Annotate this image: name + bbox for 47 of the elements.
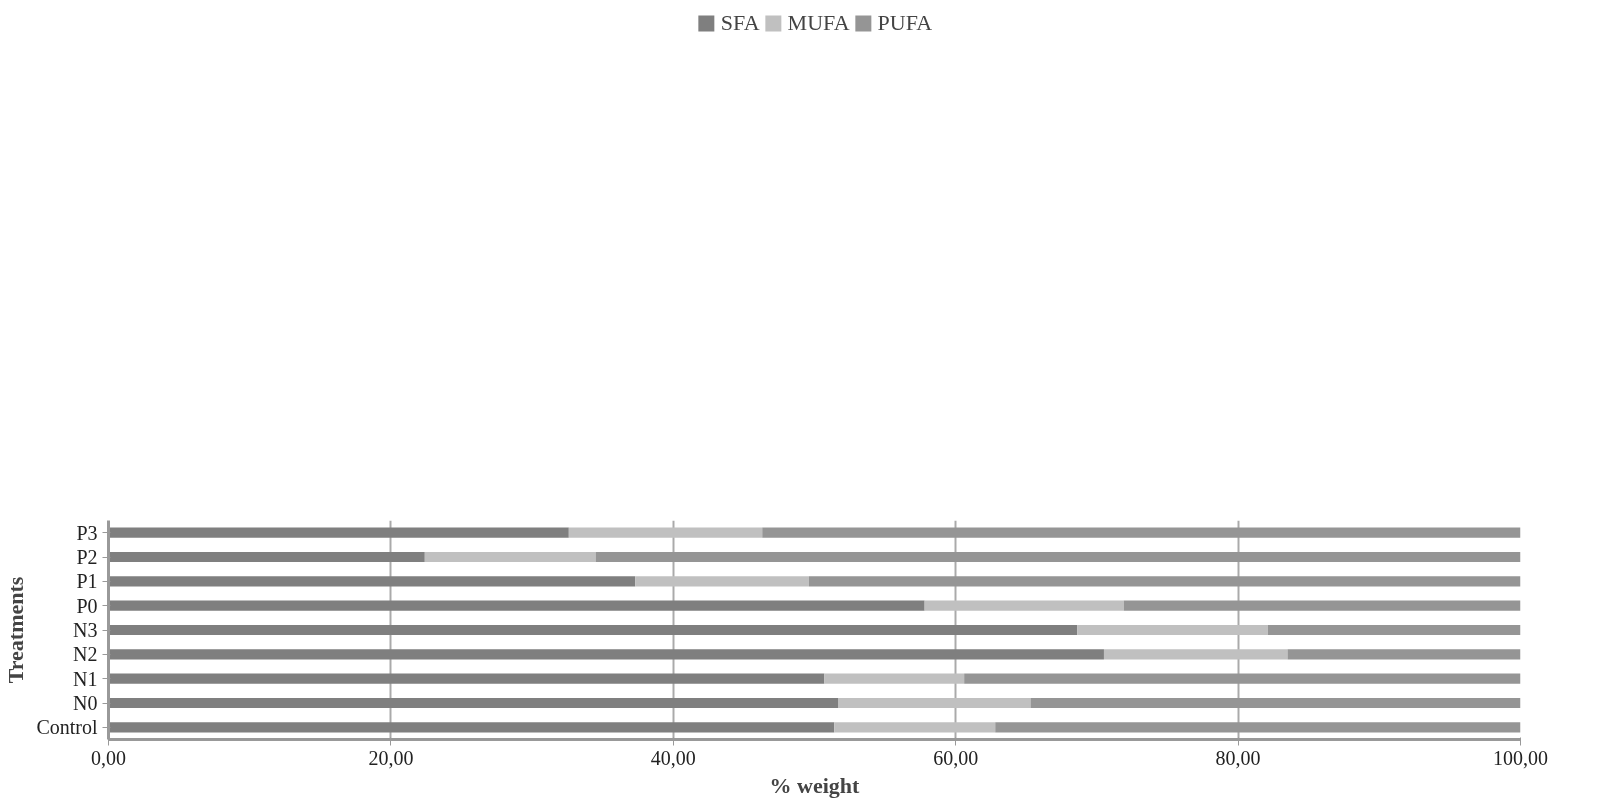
bar <box>108 527 569 538</box>
bar <box>964 673 1521 684</box>
bar <box>1030 697 1521 709</box>
bar <box>108 576 636 587</box>
legend-label: SFA <box>720 10 760 36</box>
y-tick-label: P3 <box>76 521 98 544</box>
bar <box>568 527 763 538</box>
bar <box>108 649 1104 660</box>
bar <box>1103 649 1288 660</box>
legend-label: PUFA <box>877 10 933 36</box>
bar <box>834 722 996 733</box>
y-tick-label: Control <box>36 716 98 739</box>
bar <box>635 576 809 587</box>
bar <box>995 722 1521 733</box>
x-tick-label: 100,00 <box>1493 746 1548 769</box>
y-tick-label: N2 <box>73 643 98 666</box>
y-tick-label: P1 <box>76 570 98 593</box>
bar <box>808 576 1521 587</box>
y-tick-label: N0 <box>73 692 98 714</box>
y-tick-label: P0 <box>76 594 98 617</box>
bar <box>108 624 1078 636</box>
bar <box>1077 624 1268 636</box>
x-tick-label: 60,00 <box>933 746 979 769</box>
x-axis-title: % weight <box>769 772 861 798</box>
bar <box>924 600 1124 611</box>
legend-label: MUFA <box>787 10 850 36</box>
bar <box>595 551 1521 563</box>
x-tick-label: 80,00 <box>1215 746 1261 769</box>
bar <box>1123 600 1521 611</box>
bar <box>108 697 839 709</box>
y-tick-label: N3 <box>73 619 98 641</box>
bar <box>1267 624 1521 636</box>
bar <box>824 673 965 684</box>
bar <box>108 600 925 611</box>
y-tick-label: N1 <box>73 667 98 690</box>
bar <box>108 722 835 733</box>
x-tick-label: 40,00 <box>650 746 696 769</box>
bar <box>838 697 1031 709</box>
bar <box>762 527 1521 538</box>
y-tick-label: P2 <box>76 546 98 568</box>
y-axis-title: Treatments <box>3 576 29 684</box>
bar <box>108 551 425 563</box>
bar <box>1287 649 1521 660</box>
bar <box>424 551 596 563</box>
x-tick-label: 20,00 <box>368 746 414 769</box>
bar <box>108 673 825 684</box>
x-tick-label: 0,00 <box>91 746 126 769</box>
